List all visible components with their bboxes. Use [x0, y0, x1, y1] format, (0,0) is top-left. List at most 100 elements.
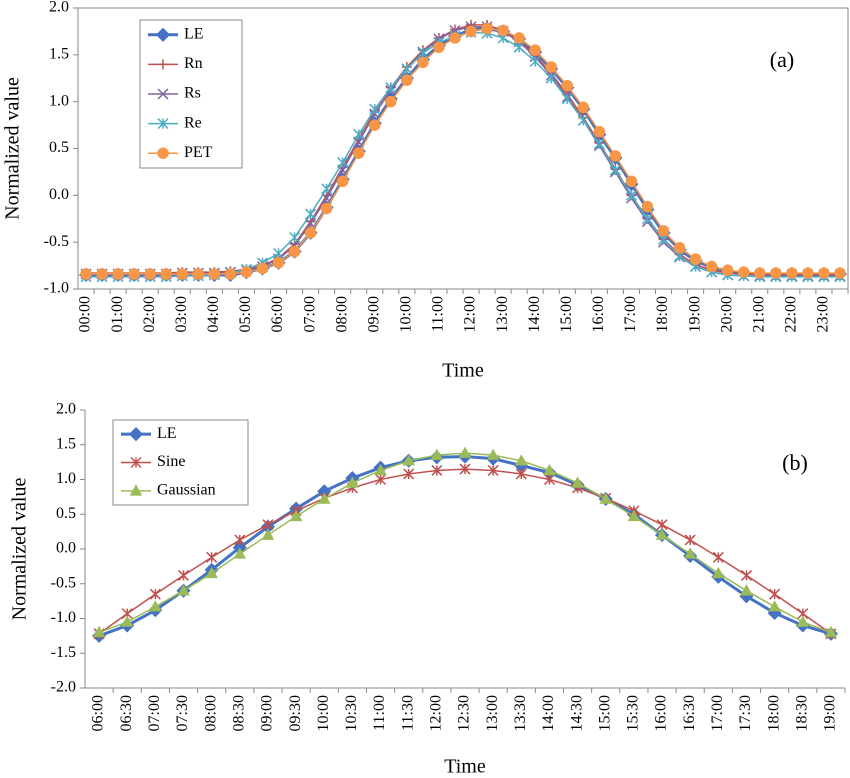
marker: [320, 202, 333, 215]
marker: [177, 569, 190, 581]
x-tick-label: 10:00: [398, 296, 415, 332]
y-tick-label: -1.5: [51, 644, 76, 661]
x-tick-label: 06:30: [118, 695, 135, 731]
y-tick-label: 0.0: [56, 540, 76, 557]
marker: [385, 82, 397, 94]
x-tick-label: 12:00: [462, 296, 479, 332]
x-tick-label: 15:00: [596, 695, 613, 731]
marker: [834, 267, 846, 279]
series: [80, 22, 846, 280]
marker: [305, 208, 317, 220]
marker: [529, 55, 541, 67]
x-tick-label: 21:00: [750, 296, 767, 332]
marker: [740, 569, 753, 581]
x-tick-label: 11:30: [399, 695, 416, 731]
x-tick-label: 09:00: [259, 695, 276, 731]
marker: [375, 473, 387, 486]
marker: [571, 476, 584, 488]
marker: [177, 584, 190, 596]
legend-label: Rs: [184, 85, 201, 102]
y-tick-label: 1.5: [56, 435, 76, 452]
marker: [513, 41, 525, 53]
marker: [321, 183, 333, 195]
marker: [346, 476, 359, 488]
marker: [157, 147, 169, 159]
x-tick-label: 05:00: [237, 296, 254, 332]
marker: [233, 547, 247, 559]
marker: [433, 41, 445, 54]
marker: [641, 213, 654, 225]
marker: [625, 189, 637, 201]
marker: [176, 268, 189, 280]
marker: [481, 22, 493, 35]
marker: [577, 101, 590, 114]
legend-label: LE: [184, 25, 204, 42]
y-tick-label: -0.5: [44, 233, 69, 250]
marker: [304, 227, 317, 239]
marker: [529, 44, 541, 56]
marker: [261, 528, 275, 540]
x-tick-label: 17:00: [709, 695, 726, 731]
x-tick-label: 08:00: [202, 695, 219, 731]
legend-label: LE: [157, 425, 177, 442]
marker: [627, 509, 641, 522]
marker: [128, 268, 140, 280]
x-tick-label: 15:00: [558, 296, 575, 332]
x-tick-label: 02:00: [141, 296, 158, 332]
marker: [721, 264, 734, 277]
marker: [465, 25, 477, 38]
x-tick-label: 19:00: [822, 695, 839, 731]
y-tick-label: 1.0: [56, 470, 76, 487]
marker: [129, 484, 143, 496]
marker: [272, 257, 285, 269]
x-tick-label: 17:30: [737, 695, 754, 731]
marker: [289, 231, 301, 244]
marker: [256, 262, 269, 275]
annotation: (b): [782, 450, 808, 475]
marker: [705, 260, 718, 273]
marker: [625, 175, 638, 188]
marker: [689, 253, 702, 265]
marker: [374, 463, 387, 476]
x-tick-label: 17:00: [622, 296, 639, 332]
marker: [401, 74, 413, 86]
marker: [593, 138, 605, 150]
marker: [92, 625, 106, 638]
marker: [459, 463, 471, 475]
y-axis-title: Normalized value: [2, 77, 24, 220]
marker: [683, 547, 697, 559]
x-tick-label: 11:00: [371, 695, 388, 731]
marker: [684, 534, 696, 546]
x-tick-label: 09:00: [365, 296, 382, 332]
marker: [112, 268, 124, 280]
annotation: (a): [770, 47, 794, 72]
x-tick-label: 18:00: [765, 695, 782, 731]
marker: [768, 600, 781, 612]
marker: [796, 615, 810, 627]
marker: [352, 147, 365, 159]
marker: [786, 267, 798, 279]
y-tick-label: 0.5: [49, 139, 69, 156]
marker: [206, 551, 218, 563]
x-tick-label: 22:00: [783, 296, 800, 332]
marker: [543, 463, 556, 476]
marker: [262, 519, 274, 531]
x-tick-label: 16:30: [681, 695, 698, 731]
x-tick-label: 07:00: [146, 695, 163, 731]
marker: [543, 473, 555, 486]
marker: [149, 600, 162, 612]
x-tick-label: 03:00: [173, 296, 190, 332]
marker: [609, 150, 622, 162]
marker: [80, 268, 92, 280]
marker: [120, 615, 134, 627]
x-tick-label: 13:00: [494, 296, 511, 332]
marker: [515, 454, 528, 466]
marker: [609, 164, 621, 176]
x-tick-label: 10:00: [315, 695, 332, 731]
x-tick-label: 16:00: [653, 695, 670, 731]
marker: [513, 32, 525, 44]
marker: [144, 268, 156, 280]
x-tick-label: 08:00: [333, 296, 350, 332]
marker: [157, 88, 169, 100]
